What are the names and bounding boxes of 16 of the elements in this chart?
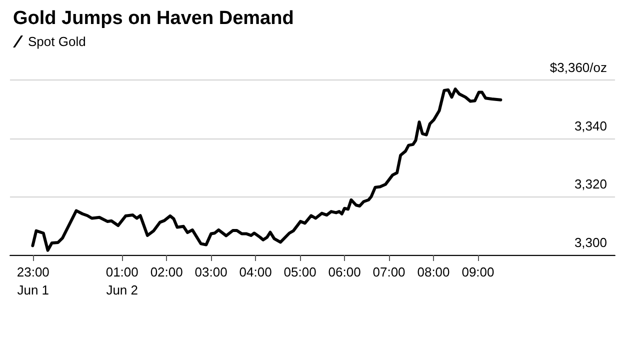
legend-label: Spot Gold <box>28 34 86 49</box>
y-tick-label: 3,340 <box>574 118 607 134</box>
x-tick-label: 01:00 Jun 2 <box>106 264 138 298</box>
x-tick-label: 07:00 <box>372 264 406 280</box>
x-tick-label: 03:00 <box>194 264 228 280</box>
x-tick-label: 02:00 <box>150 264 183 280</box>
y-tick-label: $3,360/oz <box>550 60 607 75</box>
x-tick-label: 06:00 <box>328 264 361 280</box>
x-tick-label: 09:00 <box>462 264 494 280</box>
y-tick-label: 3,300 <box>574 235 607 250</box>
x-tick-label: 08:00 <box>417 264 450 280</box>
x-tick-label: 05:00 <box>284 264 316 280</box>
y-tick-label: 3,320 <box>574 176 607 192</box>
x-tick-label: 23:00 Jun 1 <box>16 264 50 298</box>
x-tick-label: 04:00 <box>239 264 272 280</box>
chart-title: Gold Jumps on Haven Demand <box>13 8 294 29</box>
